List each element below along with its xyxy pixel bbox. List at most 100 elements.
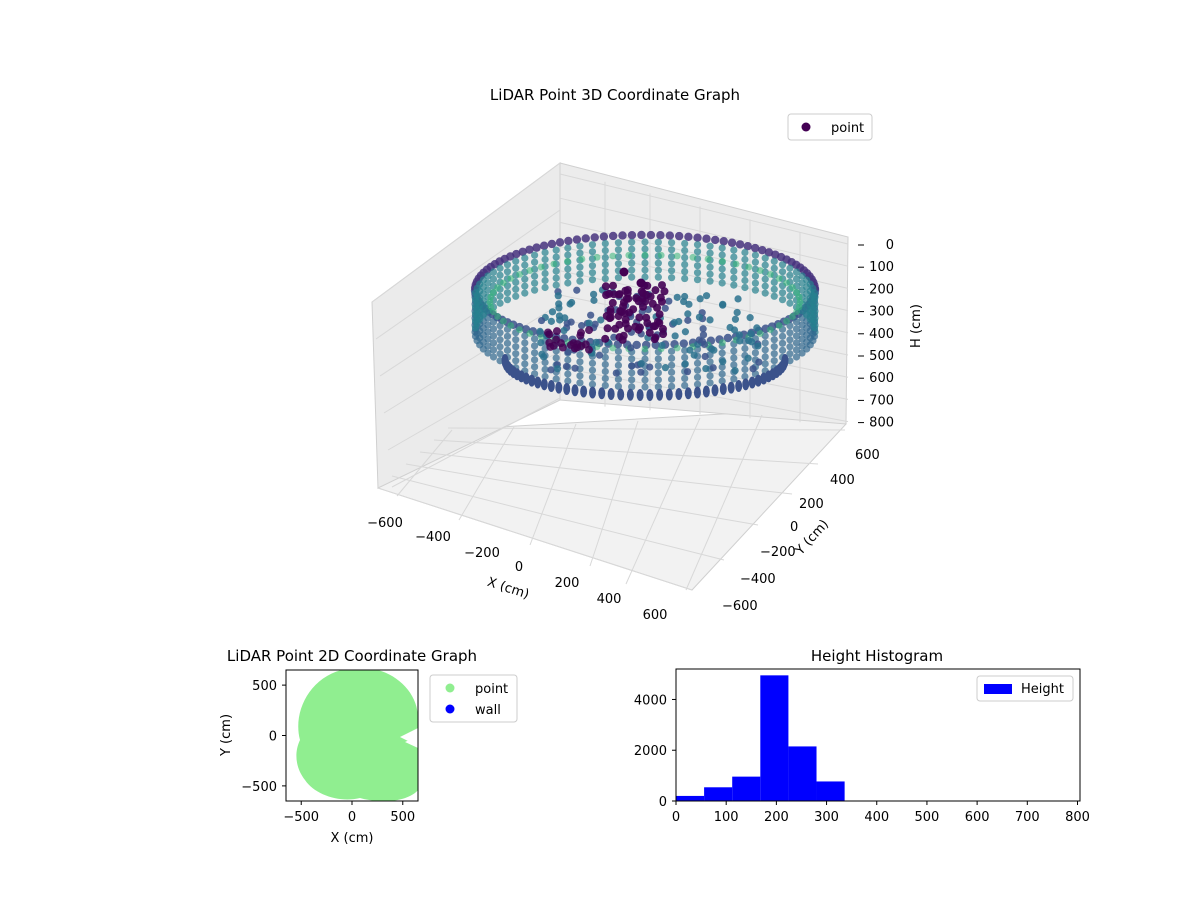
legend-hist: Height bbox=[976, 675, 1074, 702]
cloud-point bbox=[695, 336, 703, 344]
cloud-point bbox=[741, 372, 749, 381]
point-notch-2d bbox=[400, 728, 418, 746]
cloud-point bbox=[654, 369, 662, 377]
cloud-point bbox=[530, 356, 539, 364]
cloud-point bbox=[702, 234, 711, 243]
cloud-point bbox=[628, 266, 636, 274]
cloud-point bbox=[635, 313, 644, 322]
cloud-point bbox=[564, 377, 572, 385]
cloud-point bbox=[693, 359, 702, 367]
title-hist: Height Histogram bbox=[811, 647, 943, 665]
cloud-point bbox=[786, 350, 794, 358]
legend-label-height: Height bbox=[1021, 682, 1064, 697]
cloud-point bbox=[521, 339, 529, 347]
cloud-point bbox=[503, 296, 512, 304]
cloud-point bbox=[588, 359, 597, 367]
cloud-point bbox=[512, 257, 520, 265]
cloud-point bbox=[693, 380, 702, 388]
cloud-point bbox=[699, 331, 708, 339]
cloud-point bbox=[540, 353, 548, 361]
cloud-point bbox=[719, 358, 727, 366]
cloud-point bbox=[578, 255, 586, 263]
cloud-point bbox=[614, 361, 623, 369]
cloud-point bbox=[489, 339, 498, 347]
tick-y-3d: 600 bbox=[855, 448, 880, 463]
cloud-point bbox=[578, 322, 586, 330]
cloud-point bbox=[798, 321, 806, 329]
cloud-point bbox=[810, 303, 819, 311]
cloud-point bbox=[810, 317, 819, 325]
legend-marker-point bbox=[801, 122, 811, 132]
cloud-point bbox=[592, 338, 600, 346]
cloud-point bbox=[798, 342, 806, 350]
tick-x-3d: −200 bbox=[464, 546, 500, 561]
cloud-point bbox=[555, 304, 563, 312]
cloud-point bbox=[641, 273, 649, 281]
cloud-point bbox=[541, 255, 549, 264]
cloud-point bbox=[641, 251, 649, 259]
cloud-point bbox=[786, 299, 794, 307]
cloud-point bbox=[693, 262, 702, 270]
cloud-point bbox=[530, 342, 539, 350]
cloud-point bbox=[778, 296, 787, 304]
ticks-3d: −600−400−2000200400600−600−400−200020040… bbox=[367, 238, 894, 623]
cloud-point bbox=[599, 232, 609, 241]
cloud-point bbox=[761, 353, 769, 361]
cloud-point bbox=[564, 272, 572, 280]
tick-x-hist: 200 bbox=[764, 810, 789, 825]
cloud-point bbox=[540, 378, 548, 391]
cloud-point bbox=[564, 251, 572, 259]
cloud-point bbox=[642, 313, 651, 322]
cloud-point bbox=[507, 275, 515, 282]
plot-3d: LiDAR Point 3D Coordinate Graph −600 −400… bbox=[367, 86, 924, 623]
cloud-point bbox=[657, 251, 665, 259]
cloud-point bbox=[741, 283, 749, 292]
cloud-point bbox=[634, 325, 643, 334]
tick-x-hist: 400 bbox=[864, 810, 889, 825]
cloud-point bbox=[484, 349, 492, 357]
cloud-point bbox=[512, 336, 520, 344]
cloud-point bbox=[628, 273, 636, 281]
cloud-point bbox=[530, 349, 539, 357]
cloud-point bbox=[761, 261, 769, 269]
cloud-point bbox=[552, 274, 560, 282]
cloud-point bbox=[489, 346, 498, 354]
cloud-point bbox=[646, 230, 656, 240]
cloud-point bbox=[667, 253, 676, 261]
cloud-point bbox=[500, 317, 507, 325]
cloud-point bbox=[665, 231, 675, 240]
cloud-point bbox=[761, 346, 769, 354]
cloud-point bbox=[554, 292, 562, 300]
cloud-point bbox=[810, 296, 819, 304]
cloud-point bbox=[706, 358, 714, 366]
cloud-point bbox=[745, 263, 753, 271]
cloud-point bbox=[489, 268, 498, 276]
cloud-point bbox=[736, 337, 744, 345]
cloud-point bbox=[484, 286, 492, 294]
cloud-point bbox=[658, 341, 666, 350]
tick-y-3d: −600 bbox=[722, 599, 758, 614]
cloud-point bbox=[503, 261, 512, 269]
cloud-point bbox=[571, 384, 579, 397]
cloud-point bbox=[512, 264, 520, 272]
cloud-point bbox=[667, 246, 676, 254]
cloud-point bbox=[741, 365, 749, 374]
cloud-point bbox=[564, 279, 572, 287]
cloud-point bbox=[742, 378, 750, 391]
cloud-point bbox=[641, 259, 649, 267]
legend-marker-wall-2d bbox=[445, 704, 455, 714]
cloud-point bbox=[749, 365, 757, 373]
cloud-point bbox=[783, 279, 790, 287]
cloud-point bbox=[654, 266, 662, 274]
cloud-point bbox=[661, 304, 669, 312]
cloud-point bbox=[770, 292, 778, 300]
legend-3d: point bbox=[787, 113, 873, 141]
cloud-point bbox=[588, 241, 597, 249]
cloud-point bbox=[501, 354, 509, 366]
cloud-point bbox=[541, 276, 549, 285]
cloud-point bbox=[576, 379, 584, 387]
cloud-point bbox=[684, 387, 692, 400]
cloud-point bbox=[706, 263, 714, 271]
tick-x-2d: 0 bbox=[348, 810, 356, 825]
cloud-point bbox=[516, 326, 524, 334]
